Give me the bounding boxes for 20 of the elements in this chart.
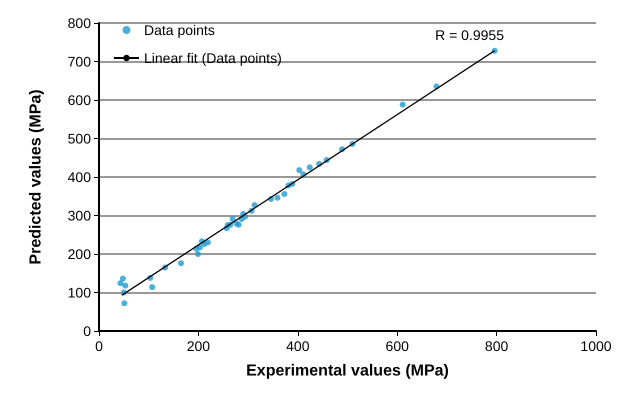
annotation: R = 0.9955 bbox=[435, 27, 504, 43]
legend-label: Linear fit (Data points) bbox=[144, 50, 282, 66]
y-tick-label: 100 bbox=[68, 284, 92, 300]
y-tick-label: 0 bbox=[83, 323, 92, 339]
y-tick-label: 800 bbox=[68, 15, 92, 31]
x-tick-label: 1000 bbox=[580, 338, 612, 354]
x-tick-label: 800 bbox=[484, 338, 508, 354]
y-tick-label: 500 bbox=[68, 130, 92, 146]
x-tick-label: 200 bbox=[186, 338, 210, 354]
x-tick-label: 400 bbox=[286, 338, 310, 354]
x-axis-title: Experimental values (MPa) bbox=[246, 362, 449, 380]
x-tick-label: 600 bbox=[386, 338, 410, 354]
y-axis-title: Predicted values (MPa) bbox=[28, 89, 44, 265]
y-tick-label: 300 bbox=[68, 208, 92, 224]
y-tick-label: 400 bbox=[68, 169, 92, 185]
y-tick-label: 600 bbox=[68, 92, 92, 108]
x-tick-label: 0 bbox=[95, 338, 104, 354]
legend-label: Data points bbox=[144, 22, 215, 38]
y-tick-label: 700 bbox=[68, 54, 92, 70]
y-tick-label: 200 bbox=[68, 246, 92, 262]
